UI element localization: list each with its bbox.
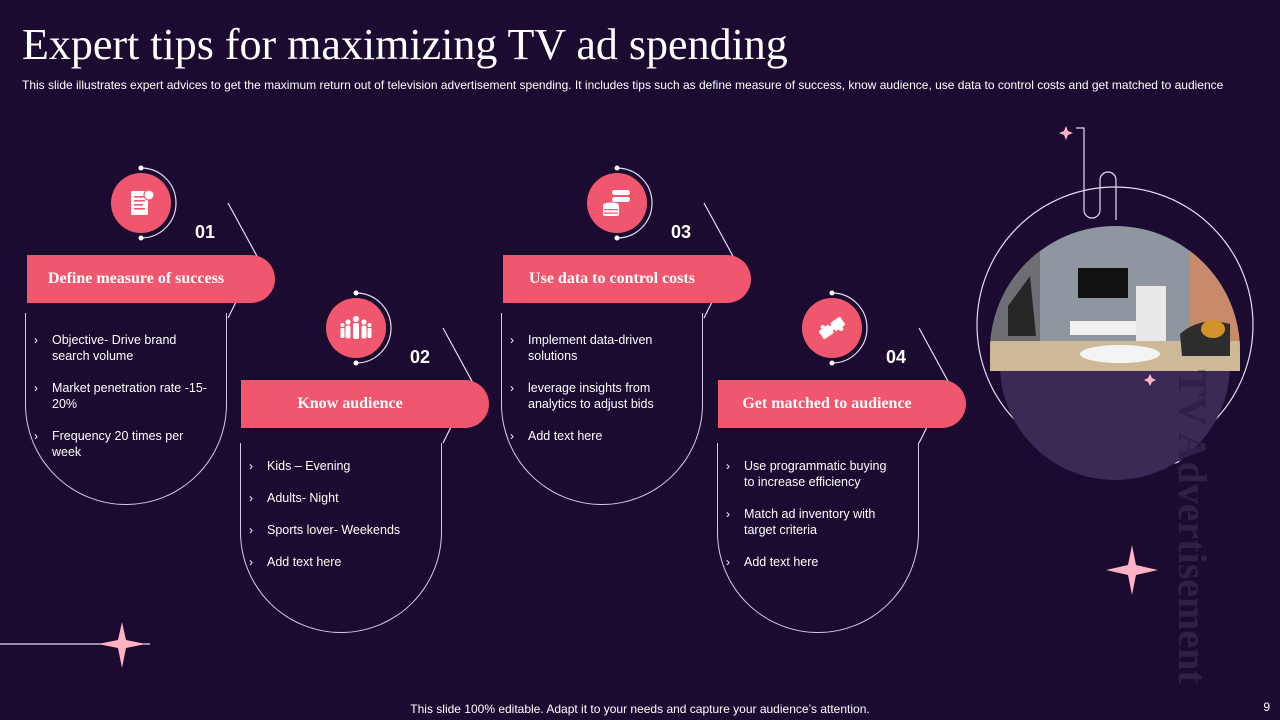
step-4-bullet: Add text here bbox=[718, 554, 898, 570]
step-3-card: Implement data-driven solutions leverage… bbox=[501, 313, 703, 505]
step-2-number: 02 bbox=[410, 347, 431, 367]
step-1-icon-circle bbox=[111, 173, 171, 233]
step-2-bullet: Kids – Evening bbox=[241, 458, 441, 474]
step-3-banner: Use data to control costs bbox=[503, 255, 751, 303]
step-2-bullet: Add text here bbox=[241, 554, 441, 570]
step-3-icon-circle bbox=[587, 173, 647, 233]
puzzle-icon bbox=[818, 316, 846, 340]
step-2-card: Kids – Evening Adults- Night Sports love… bbox=[240, 443, 442, 633]
database-icon bbox=[603, 190, 630, 216]
tv-room-photo bbox=[990, 226, 1240, 371]
step-4-card: Use programmatic buying to increase effi… bbox=[717, 443, 919, 633]
step-2-bullet: Adults- Night bbox=[241, 490, 441, 506]
step-3-bullet: leverage insights from analytics to adju… bbox=[502, 380, 688, 412]
step-4-banner: Get matched to audience bbox=[718, 380, 966, 428]
page-number: 9 bbox=[1263, 700, 1270, 714]
slide-footer: This slide 100% editable. Adapt it to yo… bbox=[410, 702, 870, 716]
step-3-bullet: Add text here bbox=[502, 428, 688, 444]
vertical-label: TV Advertisement bbox=[1170, 370, 1215, 684]
step-4-bullet: Match ad inventory with target criteria bbox=[718, 506, 898, 538]
step-1-card: Objective- Drive brand search volume Mar… bbox=[25, 313, 227, 505]
step-2-banner: Know audience bbox=[241, 380, 489, 428]
step-1-bullet: Market penetration rate -15-20% bbox=[26, 380, 208, 412]
slide-title: Expert tips for maximizing TV ad spendin… bbox=[22, 20, 788, 69]
step-1-bullet: Frequency 20 times per week bbox=[26, 428, 208, 460]
step-2-bullet: Sports lover- Weekends bbox=[241, 522, 441, 538]
step-4-bullet: Use programmatic buying to increase effi… bbox=[718, 458, 898, 490]
slide-subtitle: This slide illustrates expert advices to… bbox=[22, 78, 1224, 92]
step-2-icon-circle bbox=[326, 298, 386, 358]
step-3-bullet: Implement data-driven solutions bbox=[502, 332, 688, 364]
report-icon bbox=[131, 189, 155, 215]
step-4-icon-circle bbox=[802, 298, 862, 358]
step-3-number: 03 bbox=[671, 222, 692, 242]
step-1-banner: Define measure of success bbox=[27, 255, 275, 303]
step-1-bullet: Objective- Drive brand search volume bbox=[26, 332, 208, 364]
people-group-icon bbox=[340, 316, 372, 339]
step-1-number: 01 bbox=[195, 222, 216, 242]
step-4-number: 04 bbox=[886, 347, 907, 367]
